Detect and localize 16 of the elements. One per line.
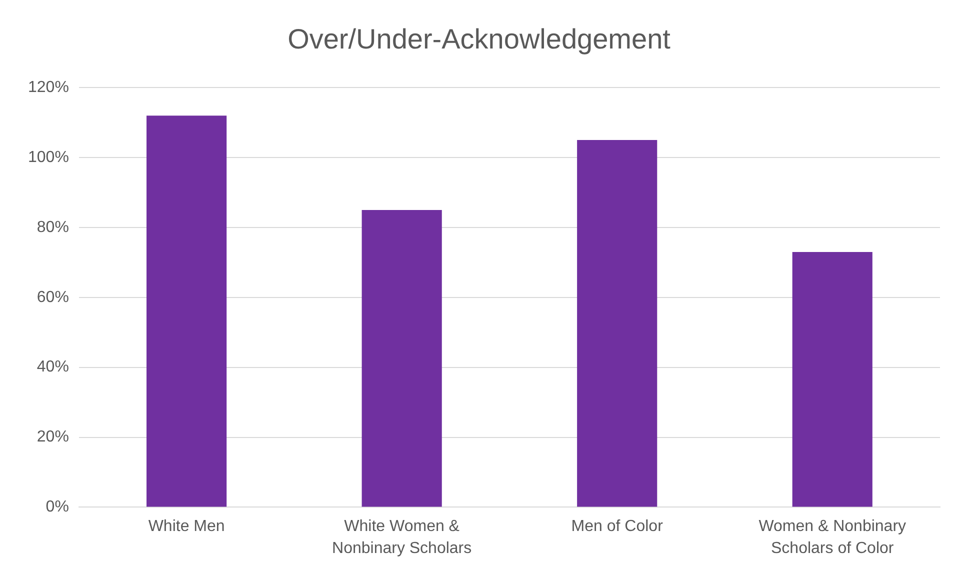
y-tick-label: 20% (36, 428, 69, 446)
bar (577, 140, 658, 507)
bar (792, 252, 872, 507)
chart-title: Over/Under-Acknowledgement (288, 24, 671, 55)
y-tick-label: 60% (36, 288, 69, 306)
y-tick-label: 80% (36, 218, 69, 236)
y-tick-label: 0% (46, 498, 69, 516)
x-tick-label: White Men (148, 518, 225, 535)
bar (146, 116, 227, 507)
y-tick-label: 100% (28, 148, 69, 166)
x-tick-label: White Women & Nonbinary Scholars (332, 518, 472, 558)
y-tick-label: 40% (36, 358, 69, 376)
x-tick-label: Women & Nonbinary Scholars of Color (758, 518, 906, 558)
bar (362, 210, 442, 507)
y-tick-label: 120% (28, 79, 69, 96)
x-tick-label: Men of Color (571, 518, 664, 535)
